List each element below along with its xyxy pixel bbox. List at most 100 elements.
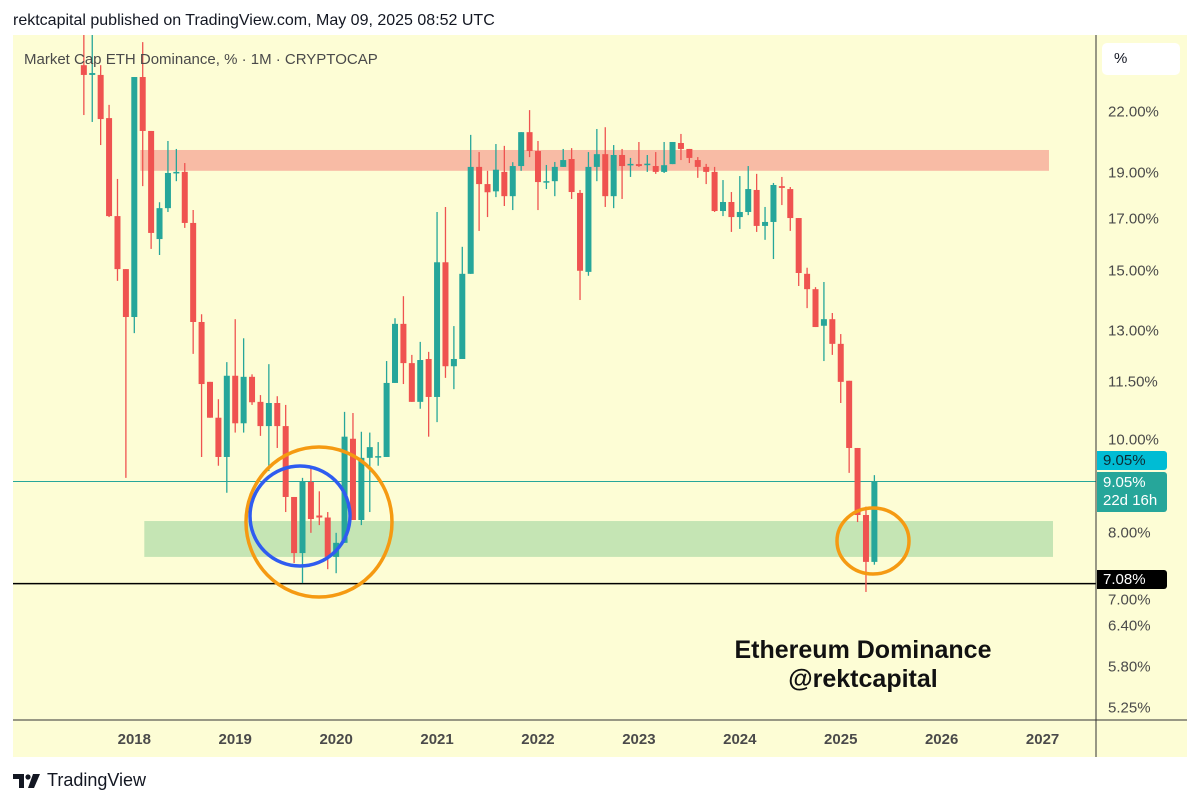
symbol-legend[interactable]: Market Cap ETH Dominance, % · 1M · CRYPT… [24, 51, 378, 68]
candle-down [635, 164, 642, 167]
time-tick-label: 2021 [420, 731, 454, 748]
candle-up [434, 262, 441, 397]
candle-up [358, 457, 365, 521]
candle-up [762, 221, 769, 226]
candle-down [686, 148, 693, 158]
chart-watermark: Ethereum Dominance @rektcapital [728, 636, 998, 694]
publish-header: rektcapital published on TradingView.com… [13, 12, 495, 29]
time-tick-label: 2018 [117, 731, 151, 748]
candle-down [501, 171, 508, 197]
price-tick-label: 22.00% [1108, 103, 1159, 121]
candle-up [383, 382, 390, 457]
candle-down [274, 403, 281, 427]
price-tick-label: 19.00% [1108, 164, 1159, 182]
candle-down [257, 401, 264, 427]
orange-circle-2019 [244, 445, 394, 599]
candle-down [408, 363, 415, 402]
price-tick-label: 8.00% [1108, 524, 1151, 542]
candle-up [871, 481, 878, 562]
tradingview-brand[interactable]: TradingView [13, 770, 146, 791]
time-tick-label: 2022 [521, 731, 555, 748]
candle-down [728, 202, 735, 218]
orange-circle-2025 [835, 506, 911, 576]
candle-up [820, 319, 827, 326]
candle-down [829, 319, 836, 344]
candle-up [736, 211, 743, 218]
candle-down [206, 381, 213, 418]
candle-up [644, 163, 651, 166]
candle-up [265, 403, 272, 427]
candle-down [122, 269, 129, 318]
candle-down [862, 515, 869, 562]
candle-down [602, 154, 609, 197]
candle-down [181, 171, 188, 223]
price-tick-label: 15.00% [1108, 262, 1159, 280]
bar-countdown-label: 22d 16h [1103, 492, 1158, 509]
candle-down [778, 186, 785, 188]
candle-up [509, 166, 516, 197]
brand-name: TradingView [47, 770, 147, 790]
candle-down [139, 77, 146, 131]
candle-down [198, 321, 205, 385]
watermark-author: @rektcapital [788, 665, 938, 693]
price-tick-label: 17.00% [1108, 210, 1159, 228]
last-price-tag: 9.05% [1097, 451, 1167, 470]
candle-down [846, 380, 853, 448]
candle-up [223, 375, 230, 457]
tradingview-logo-icon [13, 773, 40, 788]
candle-up [450, 358, 457, 367]
candle-up [610, 154, 617, 197]
candle-down [291, 496, 298, 554]
candle-up [585, 166, 592, 272]
time-tick-label: 2024 [723, 731, 757, 748]
countdown-tag: 9.05% 22d 16h [1097, 472, 1167, 512]
time-tick-label: 2027 [1025, 731, 1060, 748]
candle-up [560, 160, 567, 167]
candle-up [745, 189, 752, 212]
price-tick-label: 5.25% [1108, 699, 1151, 717]
candle-down [568, 158, 575, 193]
candle-up [459, 273, 466, 359]
support-zone [144, 521, 1053, 557]
candle-down [753, 189, 760, 226]
candle-down [106, 118, 113, 217]
candle-down [484, 184, 491, 193]
candle-up [492, 169, 499, 192]
price-tick-label: 13.00% [1108, 322, 1159, 340]
candle-up [375, 456, 382, 458]
price-tick-label: 5.80% [1108, 658, 1151, 676]
candle-down [80, 65, 87, 75]
time-tick-label: 2026 [924, 731, 959, 748]
candle-down [652, 166, 659, 172]
candle-up [518, 132, 525, 167]
time-tick-label: 2019 [218, 731, 252, 748]
candle-up [89, 73, 96, 75]
candle-down [619, 154, 626, 167]
plot-area[interactable] [13, 30, 1096, 599]
candle-down [232, 375, 239, 424]
blue-circle-2019 [248, 464, 352, 568]
candle-down [425, 358, 432, 397]
candle-up [770, 184, 777, 222]
candle-down [711, 171, 718, 212]
candle-down [812, 289, 819, 328]
candle-down [526, 132, 533, 152]
candle-down [577, 192, 584, 271]
candle-down [787, 189, 794, 219]
candle-up [669, 141, 676, 165]
candle-up [392, 323, 399, 383]
price-tick-label: 11.50% [1108, 373, 1158, 391]
scale-mode-button[interactable]: % [1102, 43, 1180, 75]
candle-down [400, 323, 407, 364]
candle-down [215, 417, 222, 457]
candle-down [694, 160, 701, 167]
candle-up [720, 202, 726, 212]
candle-down [476, 166, 483, 185]
candle-down [534, 151, 541, 183]
candle-down [804, 273, 811, 290]
candle-down [97, 74, 104, 120]
price-tick-label: 10.00% [1108, 431, 1159, 449]
time-tick-label: 2020 [319, 731, 353, 748]
candle-up [627, 163, 634, 166]
